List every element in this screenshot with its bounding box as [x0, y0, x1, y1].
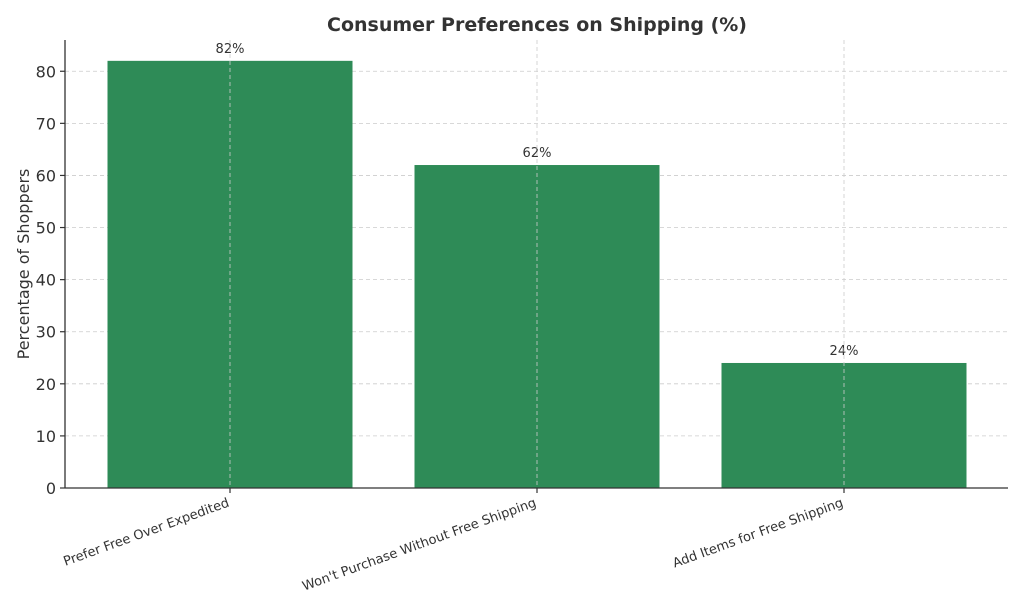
chart-title: Consumer Preferences on Shipping (%) [327, 14, 747, 36]
y-axis-label: Percentage of Shoppers [14, 169, 33, 360]
x-category-label: Add Items for Free Shipping [671, 496, 846, 572]
y-tick-label: 80 [36, 62, 56, 81]
y-tick-label: 60 [36, 166, 56, 185]
axes [60, 40, 1008, 493]
y-tick-label: 20 [36, 375, 56, 394]
x-category-label: Prefer Free Over Expedited [62, 496, 232, 570]
x-category-label: Won't Purchase Without Free Shipping [301, 496, 539, 595]
y-tick-label: 70 [36, 114, 56, 133]
y-tick-label: 50 [36, 219, 56, 238]
y-tick-label: 30 [36, 323, 56, 342]
y-tick-label: 10 [36, 427, 56, 446]
y-tick-label: 40 [36, 271, 56, 290]
y-tick-label: 0 [46, 479, 56, 498]
